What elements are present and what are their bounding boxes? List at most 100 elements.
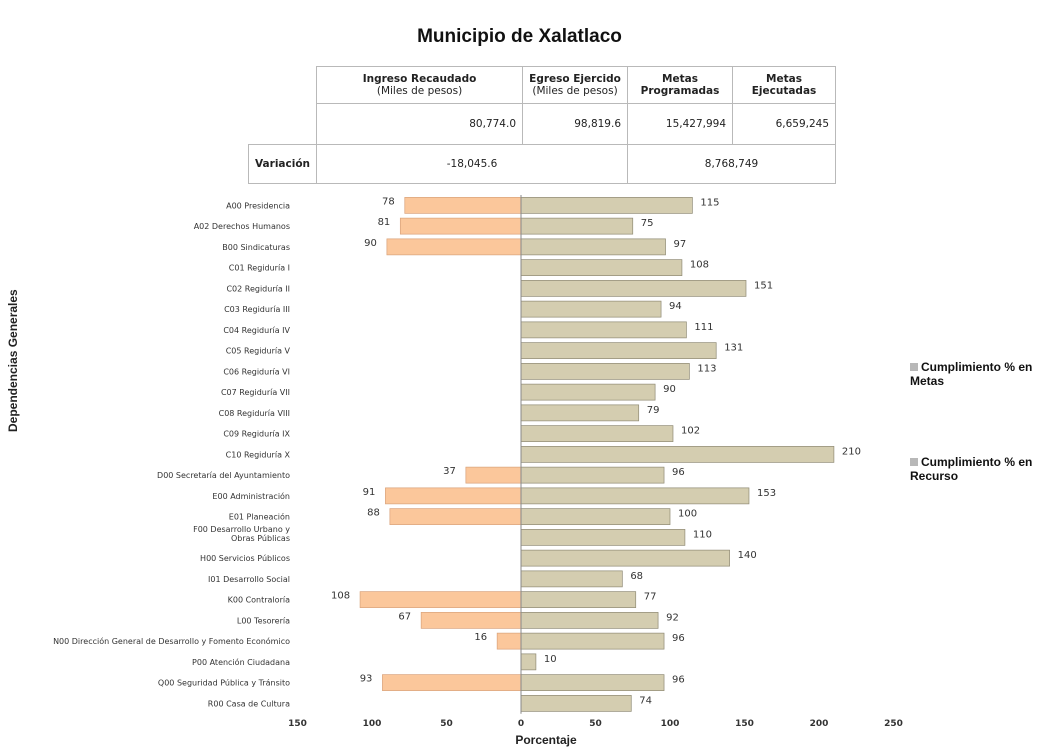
bar-recurso [382,674,522,691]
y-axis-title: Dependencias Generales [6,289,20,432]
summary-variation-row: Variación -18,045.6 8,768,749 [247,144,837,184]
category-label: A02 Derechos Humanos [194,222,290,231]
bar-metas [520,529,686,546]
value-ingreso: 80,774.0 [316,103,524,145]
data-label-metas: 110 [693,529,712,540]
x-tick-label: 50 [440,719,453,729]
x-tick-label: 100 [363,719,382,729]
category-label: D00 Secretaría del Ayuntamiento [157,471,290,480]
bar-metas [520,342,717,359]
category-label: C01 Regiduría I [229,264,290,273]
category-label: C02 Regiduría II [226,284,290,293]
data-label-recurso: 16 [474,632,487,643]
category-label: A00 Presidencia [226,201,290,210]
bar-recurso [386,238,522,256]
value-metas-ejecutadas: 6,659,245 [732,103,837,145]
x-tick-label: 150 [735,719,754,729]
summary-values-row: 80,774.0 98,819.6 15,427,994 6,659,245 [249,103,837,145]
data-label-metas: 100 [678,509,697,520]
data-label-metas: 79 [647,405,660,416]
category-label: Obras Públicas [231,534,290,543]
bar-metas [520,321,687,339]
category-label: C03 Regiduría III [224,305,290,314]
data-label-metas: 210 [842,446,861,457]
x-tick-label: 0 [518,719,524,729]
header-metas-ejecutadas: Metas Ejecutadas [732,66,837,104]
category-label: C09 Regiduría IX [223,430,290,439]
legend-label-metas: Cumplimiento % en Metas [910,360,1033,388]
data-label-metas: 113 [697,363,716,374]
bar-metas [520,404,640,422]
data-label-recurso: 81 [378,217,391,228]
category-label: P00 Atención Ciudadana [192,657,290,667]
variation-metas: 8,768,749 [627,144,837,184]
bar-metas [520,259,683,276]
data-label-metas: 151 [754,280,773,291]
data-label-metas: 97 [674,239,687,250]
data-label-metas: 75 [641,218,654,229]
data-label-metas: 90 [663,384,676,395]
data-label-recurso: 88 [367,508,380,519]
data-label-metas: 92 [666,612,679,623]
data-label-metas: 140 [738,550,757,561]
bar-metas [520,549,730,567]
category-label: L00 Tesorería [237,616,290,625]
data-label-metas: 68 [630,571,643,582]
legend-swatch-metas [910,363,918,371]
bar-metas [520,466,665,484]
category-label: H00 Servicios Públicos [200,554,290,563]
bar-metas [520,591,637,608]
bar-recurso [359,591,522,608]
bar-recurso [465,466,522,484]
bar-recurso [496,632,522,650]
bar-metas [520,695,632,712]
data-label-recurso: 90 [364,238,377,249]
bar-metas [520,653,537,671]
data-label-metas: 131 [724,343,743,354]
bar-metas [520,238,666,256]
data-label-recurso: 78 [382,196,395,207]
legend-item-recurso: Cumplimiento % en Recurso [910,455,1035,483]
bar-metas [520,280,747,297]
category-label: C08 Regiduría VIII [219,409,290,418]
variation-recurso: -18,045.6 [316,144,629,184]
category-label: C04 Regiduría IV [223,326,290,335]
x-axis-title: Porcentaje [515,733,577,747]
data-label-recurso: 108 [331,591,350,602]
category-label: N00 Dirección General de Desarrollo y Fo… [53,636,290,646]
category-label: C05 Regiduría V [226,347,291,356]
x-tick-label: 100 [661,719,680,729]
bar-metas [520,363,690,380]
category-label: E01 Planeación [229,512,290,522]
bar-recurso [385,487,522,505]
data-label-metas: 115 [700,197,719,208]
category-label: B00 Sindicaturas [222,243,290,252]
x-tick-label: 150 [288,719,307,729]
data-label-recurso: 67 [398,611,411,622]
data-label-metas: 94 [669,301,682,312]
summary-table: Ingreso Recaudado (Miles de pesos) Egres… [247,66,837,184]
header-ingreso: Ingreso Recaudado (Miles de pesos) [316,66,524,104]
bar-metas [520,300,662,318]
x-tick-label: 50 [589,719,602,729]
bar-recurso [389,508,522,525]
data-label-metas: 102 [681,426,700,437]
bar-metas [520,425,674,442]
legend-swatch-recurso [910,458,918,466]
data-label-metas: 96 [672,675,685,686]
data-label-metas: 77 [644,592,657,603]
bar-metas [520,632,665,650]
chart-title: Municipio de Xalatlaco [417,26,622,47]
data-label-metas: 111 [694,322,713,333]
category-label: Q00 Seguridad Pública y Tránsito [158,679,290,688]
bar-metas [520,612,659,629]
x-tick-label: 250 [884,719,903,729]
data-label-metas: 74 [639,695,652,706]
data-label-recurso: 91 [363,487,376,498]
variation-label: Variación [247,144,318,184]
legend-label-recurso: Cumplimiento % en Recurso [910,455,1033,483]
category-label: E00 Administración [212,491,290,501]
data-label-metas: 108 [690,260,709,271]
data-label-recurso: 37 [443,466,456,477]
